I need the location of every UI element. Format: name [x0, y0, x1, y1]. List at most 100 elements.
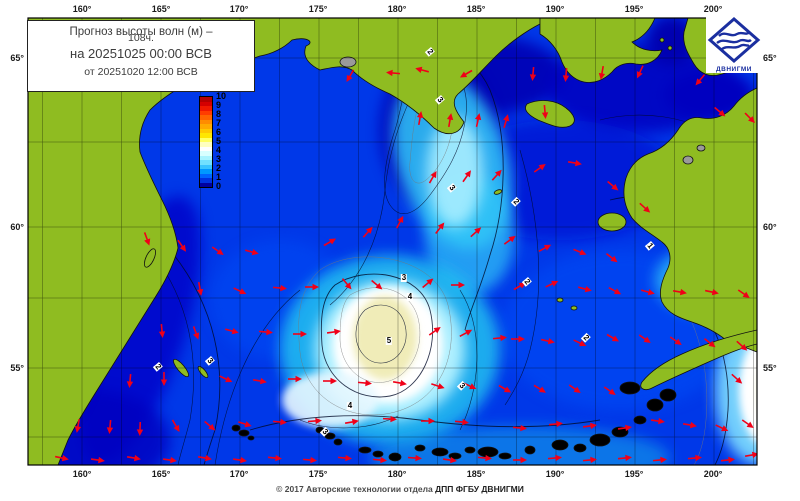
- wave-arrow: [607, 180, 619, 191]
- colorbar-segment: [200, 124, 212, 129]
- contour-label: 5: [385, 336, 393, 345]
- wave-arrow: [578, 286, 592, 293]
- wave-arrow: [737, 289, 750, 299]
- lon-label: 195°: [624, 469, 644, 479]
- wave-arrow: [272, 284, 287, 292]
- colorbar-segment: [200, 164, 212, 169]
- wave-arrow: [459, 69, 473, 78]
- wave-arrow: [204, 420, 216, 431]
- logo-text: ДВНИГМИ: [716, 66, 752, 73]
- lat-label: 60°: [10, 222, 24, 232]
- wave-arrow: [744, 112, 755, 123]
- wave-arrow: [407, 454, 422, 462]
- wave-arrow: [695, 74, 706, 86]
- colorbar-segment: [200, 133, 212, 138]
- wave-arrow: [211, 246, 224, 256]
- wave-arrow: [639, 202, 651, 213]
- lat-label: 65°: [763, 53, 777, 63]
- wave-arrow: [126, 454, 141, 462]
- lon-label: 165°: [151, 4, 171, 14]
- colorbar-segment: [200, 115, 212, 120]
- wave-arrow: [533, 163, 546, 173]
- wave-arrow: [232, 456, 247, 464]
- wave-arrow: [741, 419, 754, 429]
- wave-arrow: [567, 159, 582, 167]
- lon-label: 170°: [229, 4, 249, 14]
- wave-arrow: [598, 65, 606, 80]
- lon-label: 195°: [624, 4, 644, 14]
- colorbar-segment: [200, 151, 212, 156]
- wave-arrow: [454, 418, 469, 426]
- map-frame: [27, 17, 758, 466]
- wave-arrow: [372, 456, 387, 464]
- wave-arrow: [606, 333, 620, 342]
- lon-label: 175°: [308, 4, 328, 14]
- wave-arrow: [74, 418, 82, 433]
- colorbar-segment: [200, 119, 212, 124]
- wave-arrow: [415, 66, 429, 73]
- wave-arrow: [533, 384, 546, 393]
- lon-label: 165°: [151, 469, 171, 479]
- colorbar-segment: [200, 182, 212, 187]
- wave-arrow: [736, 340, 748, 351]
- colorbar-segment: [200, 160, 212, 165]
- dvnigmi-logo: ДВНИГМИ: [706, 17, 762, 73]
- lon-label: 185°: [466, 4, 486, 14]
- wave-arrow: [573, 248, 587, 256]
- wave-arrow: [470, 227, 482, 238]
- logo-waves-icon: [716, 31, 752, 51]
- colorbar-segment: [200, 178, 212, 183]
- wave-arrow: [392, 379, 407, 387]
- wave-arrow: [233, 287, 247, 295]
- wave-arrow: [617, 454, 632, 462]
- wave-arrow: [288, 375, 302, 383]
- island-pribilof-2: [570, 305, 578, 311]
- land-alaska-peninsula: [640, 329, 758, 390]
- wave-arrow: [731, 373, 743, 384]
- island-st-matthew: [493, 189, 503, 195]
- copyright-line: © 2017 Авторские технологии отдела ДПП Ф…: [0, 484, 800, 494]
- wave-arrow: [196, 281, 204, 296]
- lon-label: 180°: [387, 4, 407, 14]
- wave-arrow: [382, 415, 397, 423]
- wave-arrow: [238, 421, 252, 428]
- lagoon-anadyr: [339, 56, 357, 68]
- land-chukotka-east: [539, 17, 663, 83]
- wave-arrow: [421, 417, 435, 425]
- wave-arrow: [197, 454, 212, 462]
- wave-arrow: [547, 454, 562, 462]
- wave-arrow: [603, 386, 616, 396]
- wave-arrow: [143, 232, 151, 246]
- copyright-org: ДПП ФГБУ ДВНИГМИ: [435, 484, 524, 494]
- colorbar-tick: 0: [216, 181, 222, 191]
- lon-label: 190°: [545, 4, 565, 14]
- wave-arrow: [428, 326, 441, 336]
- wave-arrow: [582, 422, 597, 430]
- colorbar-tick: 8: [216, 109, 222, 119]
- wave-arrow: [512, 424, 527, 432]
- wave-arrow: [529, 66, 537, 81]
- colorbar-segment: [200, 173, 212, 178]
- wave-arrow: [492, 334, 507, 342]
- island-nunivak: [597, 212, 627, 232]
- wave-arrow: [605, 253, 618, 263]
- wave-arrow: [106, 419, 114, 434]
- wave-arrow: [219, 375, 233, 383]
- wave-arrow: [562, 67, 570, 82]
- wave-arrow: [682, 421, 697, 429]
- colorbar-tick: 1: [216, 172, 222, 182]
- wave-arrow: [541, 104, 549, 119]
- title-issue-time: от 20251020 12:00 ВСВ: [84, 66, 198, 78]
- wave-arrow: [293, 330, 307, 338]
- wave-arrow: [573, 339, 587, 347]
- wave-height-colorbar: 10 9 8 7 6 5 4 3 2 1 0: [199, 91, 226, 191]
- colorbar-segment: [200, 155, 212, 160]
- wave-arrow: [540, 337, 555, 345]
- aleutian-islands: [231, 381, 677, 462]
- wave-arrow: [160, 372, 168, 386]
- wave-arrow: [714, 106, 726, 117]
- title-line-2: 108ч.: [128, 32, 154, 44]
- wave-arrow: [442, 456, 457, 464]
